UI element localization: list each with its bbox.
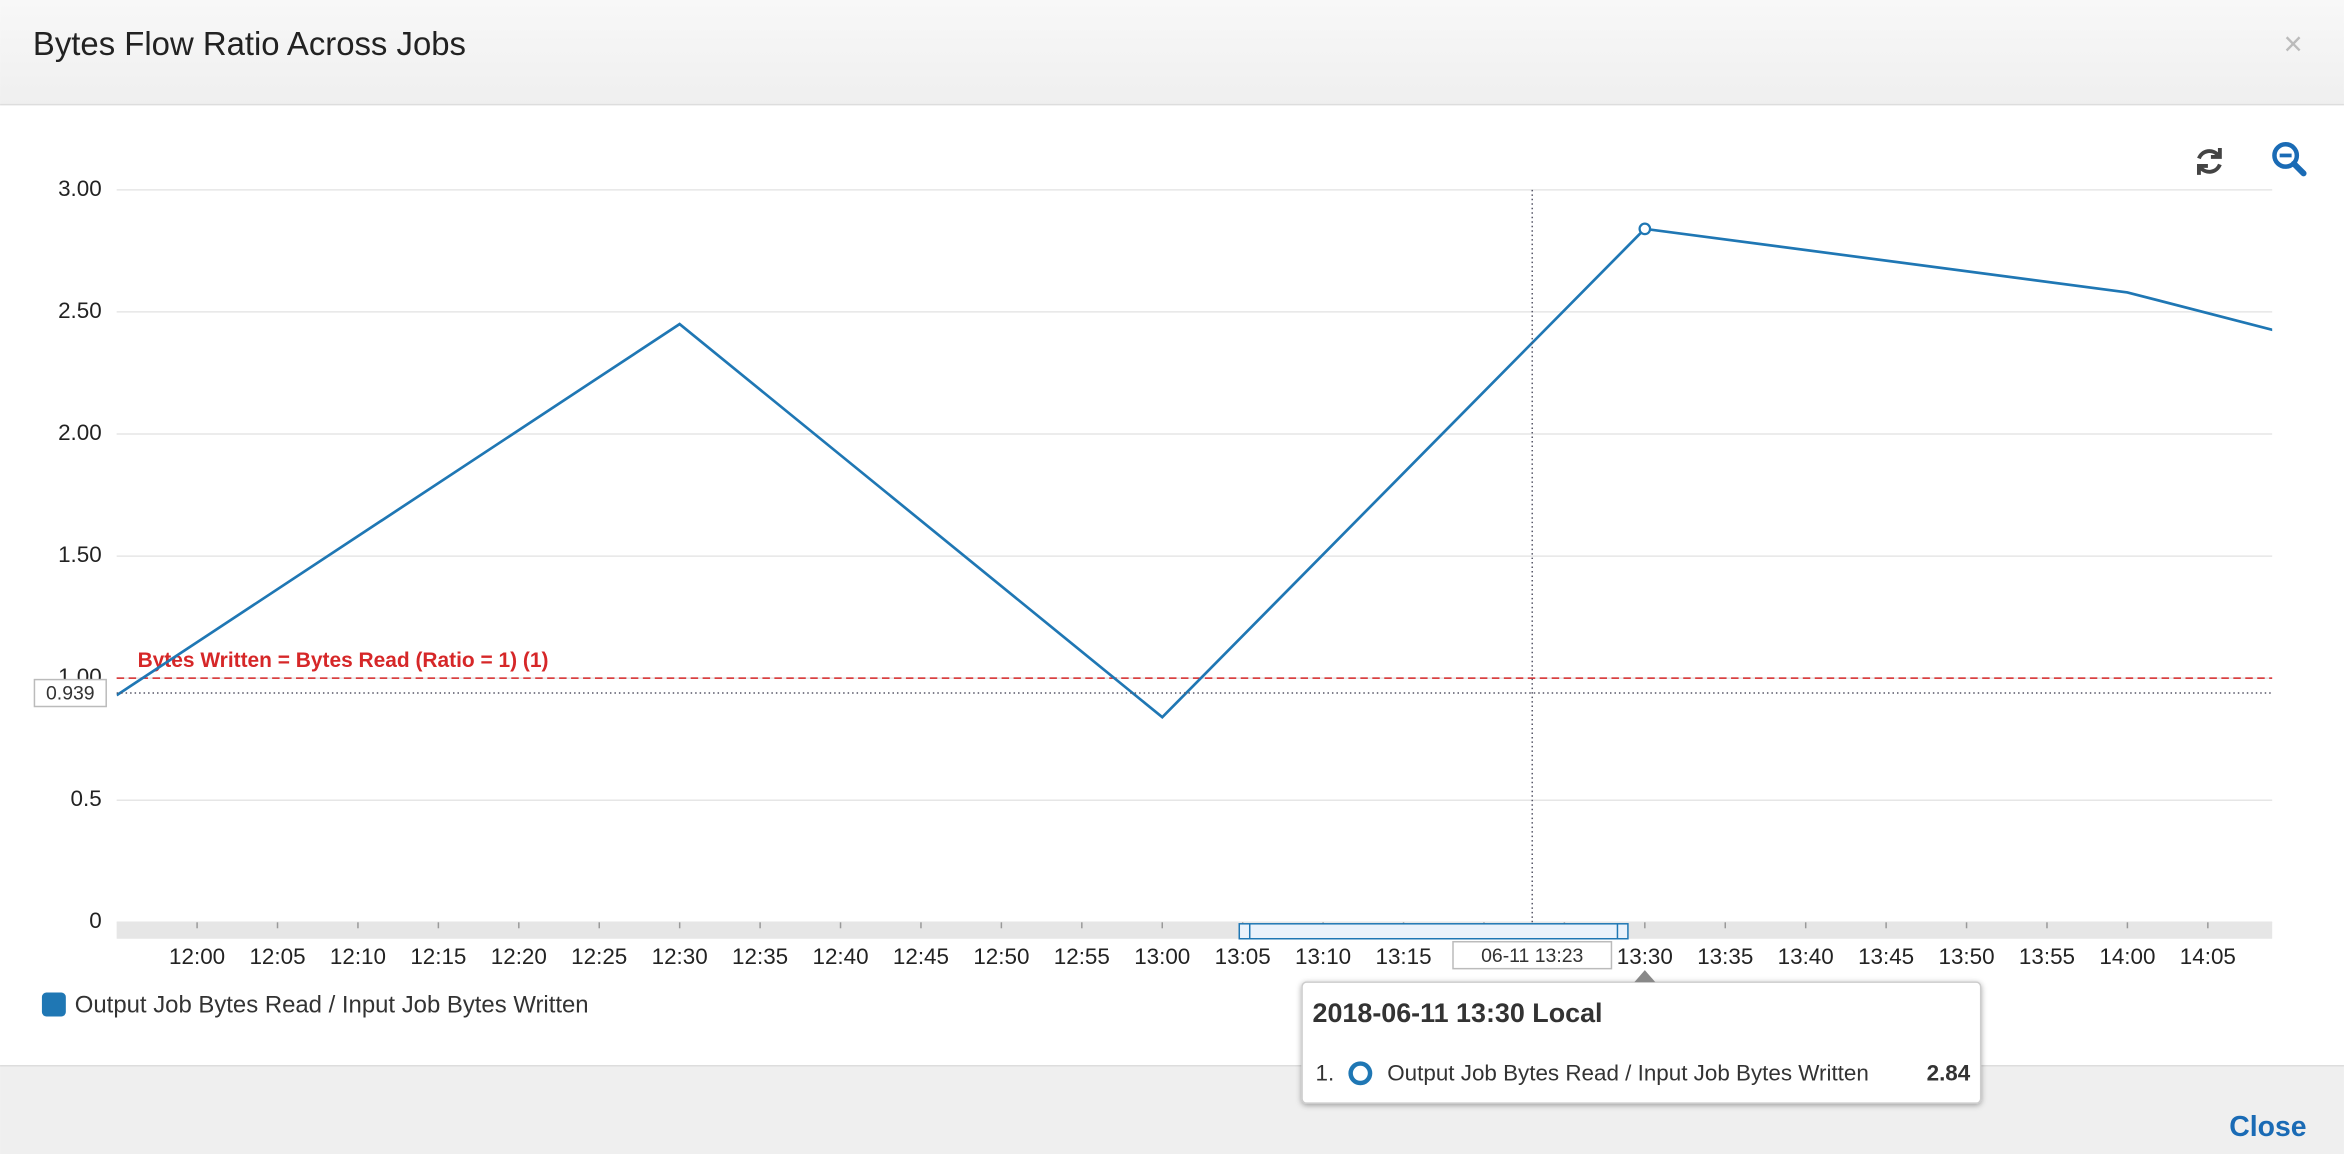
- x-tick-label: 13:55: [2019, 944, 2075, 969]
- zoom-out-icon[interactable]: [2272, 142, 2307, 177]
- reference-label: Bytes Written = Bytes Read (Ratio = 1) (…: [138, 649, 549, 672]
- x-tick-label: 13:00: [1134, 944, 1190, 969]
- tooltip-arrow: [1634, 970, 1656, 983]
- x-tick-label: 12:50: [973, 944, 1029, 969]
- x-tick-label: 12:30: [652, 944, 708, 969]
- modal-header: [0, 0, 2344, 105]
- y-tick-label: 0: [89, 908, 101, 933]
- x-tick-label: 13:05: [1215, 944, 1271, 969]
- x-tick-label: 12:00: [169, 944, 225, 969]
- refresh-arrow: [2196, 163, 2208, 175]
- tooltip-series-name: Output Job Bytes Read / Input Job Bytes …: [1387, 1061, 1869, 1086]
- refresh-arrow: [2210, 147, 2222, 159]
- x-tick-label: 13:15: [1376, 944, 1432, 969]
- series-clip: [116, 227, 2273, 720]
- x-tick-label: 13:30: [1617, 944, 1673, 969]
- x-tick-label: 12:10: [330, 944, 386, 969]
- close-button[interactable]: Close: [2229, 1111, 2306, 1143]
- y-tick-label: 0.5: [71, 786, 102, 811]
- x-tick-label: 12:25: [571, 944, 627, 969]
- crosshair-y-label: 0.939: [46, 683, 95, 705]
- tooltip-value: 2.84: [1927, 1061, 1971, 1086]
- tooltip-title: 2018-06-11 13:30 Local: [1313, 998, 1603, 1028]
- refresh-arc: [2198, 163, 2222, 174]
- zoom-lens: [2272, 142, 2300, 169]
- x-tick-label: 12:35: [732, 944, 788, 969]
- x-tick-label: 12:05: [249, 944, 305, 969]
- x-tick-label: 13:35: [1697, 944, 1753, 969]
- y-tick-label: 1.50: [58, 542, 102, 567]
- zoom-handle: [2290, 160, 2307, 177]
- tooltip-index: 1.: [1316, 1061, 1335, 1086]
- x-tick-label: 14:05: [2180, 944, 2236, 969]
- x-tick-label: 12:55: [1054, 944, 1110, 969]
- tooltip: 2018-06-11 13:30 Local 1. Output Job Bytes…: [1301, 970, 1982, 1104]
- legend-label: Output Job Bytes Read / Input Job Bytes …: [75, 991, 589, 1018]
- x-tick-label: 12:45: [893, 944, 949, 969]
- x-tick-label: 13:45: [1858, 944, 1914, 969]
- y-tick-label: 2.00: [58, 420, 102, 445]
- x-axis-band: [116, 922, 2273, 939]
- x-tick-label: 13:10: [1295, 944, 1351, 969]
- series-line: [116, 227, 2273, 720]
- refresh-icon[interactable]: [2196, 147, 2222, 175]
- modal-footer: [0, 1065, 2344, 1154]
- refresh-arc: [2197, 149, 2220, 160]
- range-brush: [1238, 923, 1629, 940]
- x-tick-label: 14:00: [2099, 944, 2155, 969]
- modal-title: Bytes Flow Ratio Across Jobs: [33, 25, 466, 62]
- x-tick-label: 12:15: [410, 944, 466, 969]
- hover-point: [1638, 222, 1652, 236]
- crosshair-x-box: [1452, 940, 1613, 970]
- crosshair-x-label: 06-11 13:23: [1481, 945, 1583, 967]
- y-tick-label: 3.00: [58, 176, 102, 201]
- x-tick-label: 12:40: [812, 944, 868, 969]
- x-tick-label: 12:20: [491, 944, 547, 969]
- x-tick-label: 13:40: [1778, 944, 1834, 969]
- close-icon[interactable]: ×: [2284, 25, 2303, 62]
- y-tick-label: 2.50: [58, 298, 102, 323]
- legend-swatch: [41, 992, 66, 1017]
- tooltip-marker: [1348, 1061, 1373, 1086]
- x-tick-label: 13:50: [1939, 944, 1995, 969]
- crosshair-y-box: [33, 678, 107, 708]
